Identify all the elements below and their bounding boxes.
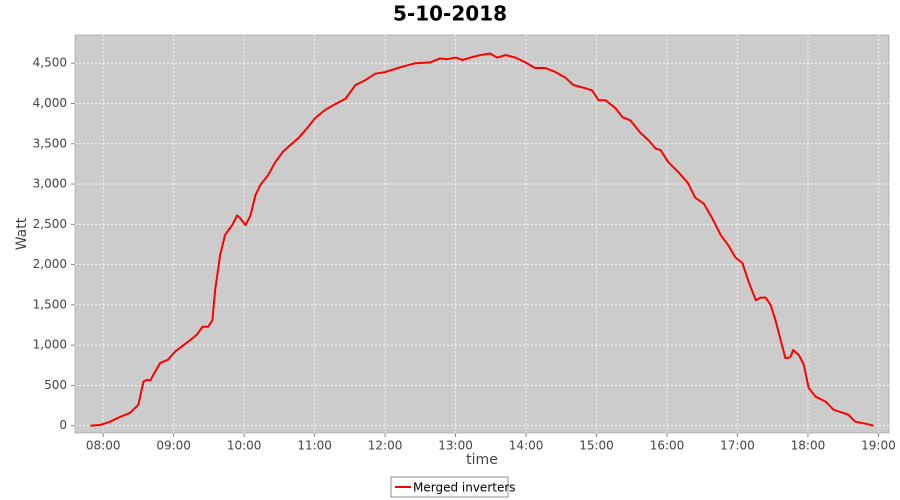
x-tick-label: 08:00 — [86, 439, 121, 453]
y-tick-label: 4,000 — [33, 96, 67, 110]
legend-box — [390, 476, 509, 498]
y-tick-label: 500 — [44, 378, 67, 392]
line — [90, 52, 874, 427]
x-tick-label: 14:00 — [509, 439, 544, 453]
y-tick-label: 2,500 — [33, 217, 67, 231]
chart-title: 5-10-2018 — [393, 2, 507, 26]
x-tick-label: 11:00 — [297, 439, 332, 453]
x-tick-label: 17:00 — [720, 439, 755, 453]
x-tick-label: 13:00 — [438, 439, 473, 453]
y-tick-label: 4,500 — [33, 56, 67, 70]
y-tick-label: 2,000 — [33, 257, 67, 271]
legend-label: Merged inverters — [413, 481, 516, 495]
x-tick-label: 18:00 — [791, 439, 826, 453]
x-tick-label: 10:00 — [227, 439, 262, 453]
x-tick-label: 12:00 — [368, 439, 403, 453]
plot-area — [74, 34, 890, 434]
y-tick-label: 0 — [59, 418, 67, 432]
x-tick-label: 19:00 — [861, 439, 896, 453]
y-tick-label: 3,500 — [33, 136, 67, 150]
y-tick-label: 1,000 — [33, 338, 67, 352]
x-axis-label: time — [466, 452, 498, 468]
y-axis-label: Watt — [14, 217, 30, 250]
y-tick-label: 1,500 — [33, 297, 67, 311]
x-tick-label: 09:00 — [156, 439, 191, 453]
y-tick-label: 3,000 — [33, 177, 67, 191]
x-tick-label: 16:00 — [650, 439, 685, 453]
x-tick-label: 15:00 — [579, 439, 614, 453]
